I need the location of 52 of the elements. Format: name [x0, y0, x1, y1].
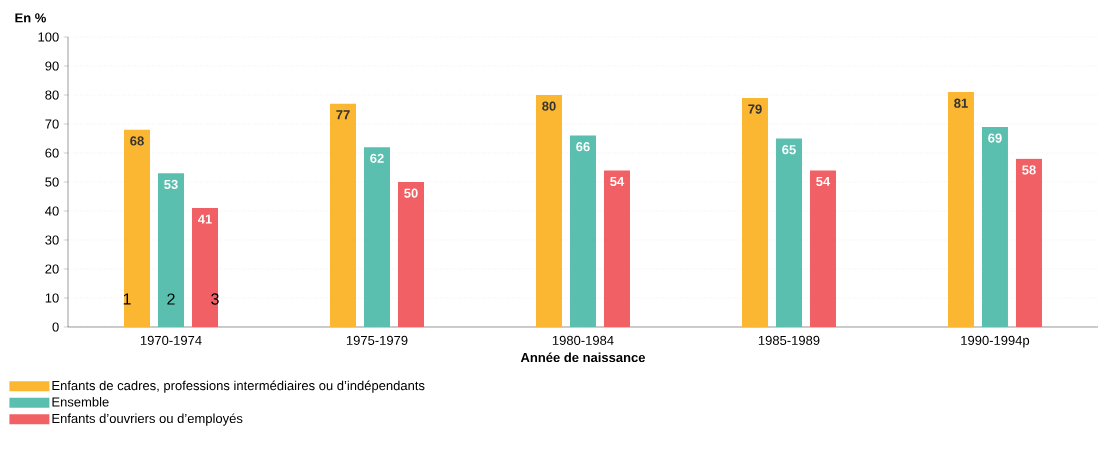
- bar: [981, 126, 1008, 327]
- legend-label: Ensemble: [52, 397, 109, 407]
- legend-label: Enfants de cadres, professions intermédiaires ou d’indépendants: [52, 380, 425, 393]
- bar: [1015, 158, 1042, 327]
- data-label: 81: [954, 98, 968, 108]
- data-label: 80: [542, 101, 556, 111]
- bar: [330, 103, 356, 327]
- bar: [192, 208, 219, 327]
- y-tick-label: 0: [52, 322, 59, 332]
- data-label: 68: [130, 136, 144, 146]
- x-tick-label: 1970-1974: [140, 335, 202, 345]
- y-tick-label: 70: [45, 119, 59, 129]
- data-label: 54: [816, 176, 831, 186]
- y-tick-label: 40: [45, 206, 59, 216]
- y-tick-label: 50: [45, 177, 59, 187]
- y-tick-label: 10: [45, 293, 59, 303]
- data-label: 69: [988, 133, 1002, 143]
- data-label: 41: [197, 214, 212, 224]
- data-label: 65: [782, 145, 796, 155]
- bar: [775, 138, 802, 327]
- y-axis-title: En %: [15, 13, 46, 23]
- bar: [364, 147, 390, 327]
- data-label: 54: [610, 176, 625, 186]
- legend-label: Enfants d’ouvriers ou d’employés: [52, 413, 243, 426]
- bar: [535, 94, 562, 327]
- data-label: 79: [748, 104, 762, 114]
- bar: [603, 170, 630, 327]
- bar: [741, 97, 768, 327]
- x-tick-label: 1985-1989: [758, 335, 820, 345]
- x-tick-label: 1990-1994p: [961, 335, 1030, 348]
- bar: [158, 173, 185, 327]
- bar: [569, 135, 596, 327]
- y-tick-label: 100: [38, 32, 59, 42]
- data-label: 62: [370, 153, 384, 163]
- annotation: 2: [167, 293, 175, 305]
- data-label: 53: [164, 179, 178, 190]
- y-tick-label: 30: [45, 235, 59, 245]
- data-label: 50: [404, 188, 418, 198]
- bar: [398, 181, 424, 327]
- y-tick-label: 90: [45, 61, 59, 71]
- data-label: 66: [576, 142, 590, 152]
- x-axis-title: Année de naissance: [520, 352, 646, 363]
- bar: [809, 170, 836, 327]
- data-label: 77: [336, 110, 350, 120]
- y-tick-label: 80: [45, 90, 59, 100]
- bar: [124, 129, 151, 327]
- y-tick-label: 60: [45, 148, 59, 158]
- x-tick-label: 1975-1979: [346, 335, 408, 345]
- bar: [947, 92, 974, 327]
- x-tick-label: 1980-1984: [552, 335, 614, 345]
- y-tick-label: 20: [45, 264, 59, 274]
- data-label: 58: [1022, 165, 1036, 175]
